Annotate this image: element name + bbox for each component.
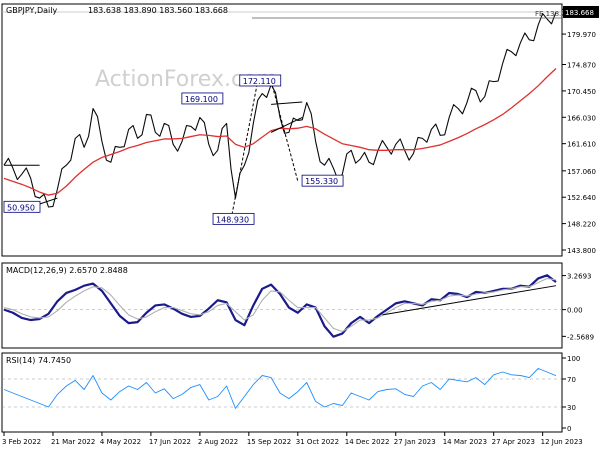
xtick-label: 17 Jun 2022 bbox=[149, 438, 191, 446]
price-layer: FE 138.2 50.950 169.100 172.110 148.930 155.3… bbox=[2, 10, 566, 225]
xtick-label: 21 Mar 2022 bbox=[51, 438, 95, 446]
xtick-label: 31 Oct 2022 bbox=[296, 438, 339, 446]
rsi-series-RSI bbox=[3, 368, 557, 409]
price-trendline bbox=[39, 197, 58, 205]
macd-title: MACD(12,26,9) 2.6570 2.8488 bbox=[6, 266, 128, 275]
xtick-label: 12 Jun 2023 bbox=[541, 438, 583, 446]
price-ytick-label: 152.640 bbox=[567, 194, 596, 202]
rsi-ytick-label: 30 bbox=[567, 404, 576, 412]
rsi-ytick-label: 100 bbox=[567, 355, 580, 363]
xtick-label: 27 Apr 2023 bbox=[492, 438, 535, 446]
price-title: GBPJPY,Daily bbox=[6, 6, 57, 15]
xtick-label: 14 Mar 2023 bbox=[443, 438, 487, 446]
fib-label: FE 138.2 bbox=[535, 10, 566, 18]
rsi-ytick-label: 0 bbox=[567, 425, 571, 433]
macd-series-signal bbox=[3, 277, 557, 333]
level-annotation-label: 50.950 bbox=[7, 203, 35, 212]
rsi-title: RSI(14) 74.7450 bbox=[6, 356, 71, 365]
price-trendline bbox=[270, 117, 303, 133]
level-annotation-label: 172.110 bbox=[243, 77, 276, 86]
macd-ytick-label: -2.5689 bbox=[567, 333, 594, 341]
price-ytick-label: 179.970 bbox=[567, 31, 596, 39]
ohlc-readout: 183.638 183.890 183.560 183.668 bbox=[88, 6, 228, 15]
price-ytick-label: 143.800 bbox=[567, 247, 596, 255]
rsi-panel bbox=[1, 352, 563, 433]
xtick-label: 15 Sep 2022 bbox=[247, 438, 291, 446]
macd-layer bbox=[2, 274, 562, 338]
current-price-box bbox=[563, 5, 599, 18]
level-annotation-label: 169.100 bbox=[185, 95, 218, 104]
macd-trendline bbox=[382, 285, 557, 316]
price-ytick-label: 170.450 bbox=[567, 88, 596, 96]
price-series-close bbox=[3, 11, 557, 208]
macd-ytick-label: 0.00 bbox=[567, 307, 583, 315]
level-annotation-box bbox=[301, 174, 344, 187]
price-ytick-label: 166.030 bbox=[567, 114, 596, 122]
xtick-label: 3 Feb 2022 bbox=[2, 438, 41, 446]
current-price-label: 183.668 bbox=[565, 9, 594, 17]
macd-panel bbox=[1, 262, 563, 349]
rsi-ytick-label: 70 bbox=[567, 376, 576, 384]
level-annotation-label: 148.930 bbox=[216, 215, 249, 224]
price-trendline bbox=[230, 80, 259, 220]
price-ytick-label: 157.060 bbox=[567, 168, 596, 176]
level-annotation-box bbox=[3, 200, 41, 213]
price-trendline bbox=[270, 80, 299, 182]
xtick-label: 2 Aug 2022 bbox=[198, 438, 238, 446]
price-ytick-label: 148.220 bbox=[567, 221, 596, 229]
price-ytick-label: 161.610 bbox=[567, 141, 596, 149]
price-panel bbox=[1, 3, 563, 257]
axis-layer: 184.110179.970174.870170.450166.030161.6… bbox=[2, 5, 599, 446]
level-annotation-box bbox=[212, 212, 255, 225]
xtick-label: 14 Dec 2022 bbox=[345, 438, 390, 446]
level-annotation-box bbox=[239, 74, 282, 87]
price-trendline bbox=[271, 101, 303, 105]
rsi-layer bbox=[2, 368, 562, 409]
price-ytick-label: 174.870 bbox=[567, 62, 596, 70]
xtick-label: 4 May 2022 bbox=[100, 438, 141, 446]
level-annotation-label: 155.330 bbox=[305, 177, 338, 186]
xtick-label: 27 Jan 2023 bbox=[394, 438, 436, 446]
level-annotation-box bbox=[181, 92, 224, 105]
macd-ytick-label: 3.2693 bbox=[567, 273, 592, 281]
